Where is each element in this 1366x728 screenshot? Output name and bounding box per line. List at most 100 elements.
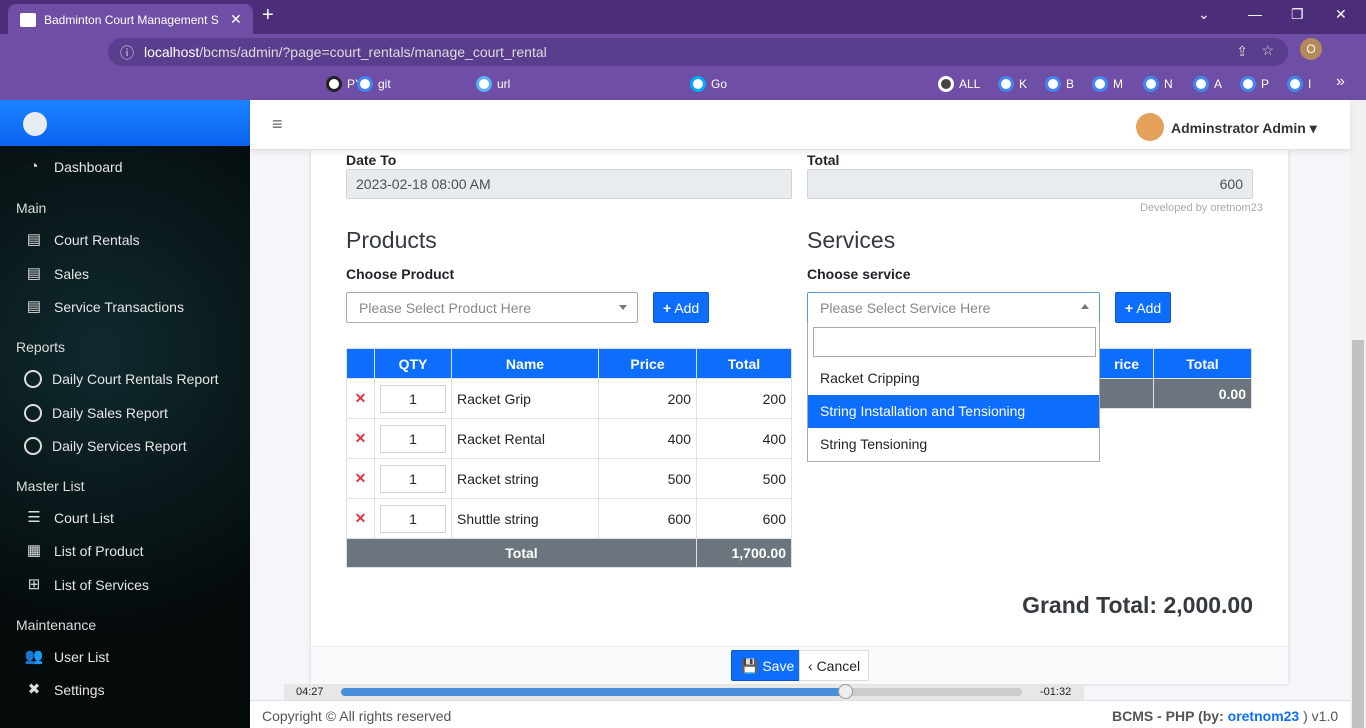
- bookmark[interactable]: P: [1240, 76, 1269, 92]
- service-option-highlighted[interactable]: String Installation and Tensioning: [808, 395, 1099, 428]
- date-to-input[interactable]: 2023-02-18 08:00 AM: [346, 169, 792, 199]
- product-row: ✕ 1 Racket string 500 500: [346, 458, 792, 499]
- product-total: 400: [696, 418, 792, 459]
- service-option[interactable]: String Tensioning: [820, 436, 928, 452]
- browser-tab-bar: Badminton Court Management S ✕ + ⌄ — ❐ ✕: [0, 0, 1366, 34]
- remove-icon[interactable]: ✕: [346, 378, 375, 419]
- close-tab-icon[interactable]: ✕: [230, 11, 242, 27]
- bookmark[interactable]: git: [357, 76, 391, 92]
- sidebar-item-user-list[interactable]: 👥 User List: [24, 648, 110, 665]
- bookmark[interactable]: Go: [690, 76, 727, 92]
- save-icon: 💾: [741, 658, 759, 674]
- tab-title: Badminton Court Management S: [44, 13, 219, 27]
- service-select[interactable]: Please Select Service Here: [807, 292, 1100, 323]
- chevron-left-icon: ‹: [808, 658, 813, 674]
- boxes-icon: ▦: [26, 542, 42, 559]
- maximize-button[interactable]: ❐: [1291, 6, 1304, 22]
- browser-tab[interactable]: Badminton Court Management S ✕: [8, 4, 253, 34]
- products-total-value: 1,700.00: [696, 538, 792, 568]
- share-icon[interactable]: ⇪: [1236, 43, 1248, 59]
- sidebar-item-list-of-services[interactable]: ⊞ List of Services: [24, 576, 149, 594]
- profile-avatar[interactable]: O: [1300, 38, 1322, 60]
- tab-search-icon[interactable]: ⌄: [1198, 6, 1210, 22]
- close-window-button[interactable]: ✕: [1335, 6, 1347, 22]
- choose-product-label: Choose Product: [346, 266, 455, 282]
- sidebar-item-dashboard[interactable]: ◔ Dashboard: [24, 158, 122, 176]
- hamburger-menu-icon[interactable]: ≡: [272, 114, 283, 134]
- new-tab-button[interactable]: +: [262, 4, 274, 26]
- bookmark-star-icon[interactable]: ☆: [1261, 42, 1274, 58]
- url-input[interactable]: ⓘ localhost/bcms/admin/?page=court_rental…: [108, 38, 1288, 66]
- bookmark[interactable]: ALL: [938, 76, 980, 92]
- add-service-button[interactable]: + Add: [1115, 292, 1172, 323]
- qty-input[interactable]: 1: [380, 504, 446, 533]
- sidebar-item-sales[interactable]: ▤ Sales: [24, 265, 89, 283]
- product-row: ✕ 1 Shuttle string 600 600: [346, 498, 792, 539]
- bookmark[interactable]: A: [1193, 76, 1222, 92]
- video-player-overlay: 04:27 -01:32: [284, 684, 1084, 700]
- minimize-button[interactable]: —: [1248, 6, 1262, 22]
- card-footer: 💾 Save ‹ Cancel: [311, 646, 1288, 684]
- product-name: Racket string: [451, 458, 599, 499]
- user-menu[interactable]: Adminstrator Admin ▾: [1171, 120, 1317, 136]
- product-name: Racket Grip: [451, 378, 599, 419]
- url-host: localhost: [144, 44, 200, 60]
- chevron-down-icon: [619, 305, 627, 314]
- sidebar-item-court-rentals[interactable]: ▤ Court Rentals: [24, 231, 140, 249]
- sidebar-section: Reports: [16, 339, 66, 355]
- seek-handle[interactable]: [837, 684, 853, 699]
- sidebar-section: Master List: [16, 478, 85, 494]
- total-label: Total: [807, 152, 840, 168]
- add-product-button[interactable]: + Add: [653, 292, 710, 323]
- bookmark[interactable]: url: [476, 76, 510, 92]
- total-input[interactable]: 600: [807, 169, 1253, 199]
- products-total-label: Total: [346, 538, 697, 568]
- service-option[interactable]: Racket Cripping: [820, 370, 920, 386]
- author-link[interactable]: oretnom23: [1227, 708, 1300, 724]
- sidebar-item-daily-court-rentals-report[interactable]: Daily Court Rentals Report: [24, 370, 219, 388]
- brand-logo: [23, 112, 47, 136]
- plus-icon: +: [1125, 300, 1134, 316]
- product-total: 200: [696, 378, 792, 419]
- version-text: BCMS - PHP (by: oretnom23 ) v1.0: [1112, 708, 1339, 724]
- remaining-time: -01:32: [1040, 686, 1072, 698]
- bookmarks-bar: PY git url Go ALL K B M N A P I »: [0, 68, 1366, 100]
- grand-total: Grand Total: 2,000.00: [1022, 592, 1253, 618]
- plus-icon: +: [663, 300, 672, 316]
- bookmark[interactable]: M: [1092, 76, 1123, 92]
- qty-input[interactable]: 1: [380, 464, 446, 493]
- sidebar-item-settings[interactable]: ✖ Settings: [24, 681, 105, 699]
- bookmark[interactable]: B: [1045, 76, 1074, 92]
- sidebar-item-court-list[interactable]: ☰ Court List: [24, 509, 114, 527]
- circle-icon: [24, 404, 42, 422]
- services-heading: Services: [807, 227, 896, 253]
- qty-input[interactable]: 1: [380, 424, 446, 453]
- favicon-icon: [20, 13, 36, 27]
- product-price: 600: [598, 498, 697, 539]
- bookmark[interactable]: I: [1287, 76, 1311, 92]
- qty-input[interactable]: 1: [380, 384, 446, 413]
- service-search-input[interactable]: [813, 327, 1096, 357]
- remove-icon[interactable]: ✕: [346, 418, 375, 459]
- bookmark[interactable]: K: [998, 76, 1027, 92]
- bookmark[interactable]: N: [1143, 76, 1173, 92]
- sidebar-item-daily-sales-report[interactable]: Daily Sales Report: [24, 404, 168, 422]
- seek-bar[interactable]: [341, 684, 1022, 699]
- service-dropdown: Racket Cripping String Installation and …: [807, 322, 1100, 462]
- elapsed-time: 04:27: [296, 686, 324, 698]
- scrollbar-thumb[interactable]: [1352, 340, 1364, 728]
- sidebar-item-daily-services-report[interactable]: Daily Services Report: [24, 437, 187, 455]
- remove-icon[interactable]: ✕: [346, 458, 375, 499]
- save-button[interactable]: 💾 Save: [731, 650, 805, 681]
- file-icon: ▤: [26, 265, 42, 282]
- product-select[interactable]: Please Select Product Here: [346, 292, 638, 323]
- developer-watermark: Developed by oretnom23: [1140, 202, 1263, 214]
- sidebar-item-service-transactions[interactable]: ▤ Service Transactions: [24, 298, 184, 316]
- sidebar: ◔ Dashboard Main ▤ Court Rentals ▤ Sales ▤ S…: [0, 100, 250, 728]
- sidebar-item-list-of-product[interactable]: ▦ List of Product: [24, 542, 144, 560]
- cancel-button[interactable]: ‹ Cancel: [799, 650, 870, 681]
- user-avatar[interactable]: [1136, 113, 1164, 141]
- remove-icon[interactable]: ✕: [346, 498, 375, 539]
- circle-icon: [24, 437, 42, 455]
- more-bookmarks-icon[interactable]: »: [1336, 73, 1345, 90]
